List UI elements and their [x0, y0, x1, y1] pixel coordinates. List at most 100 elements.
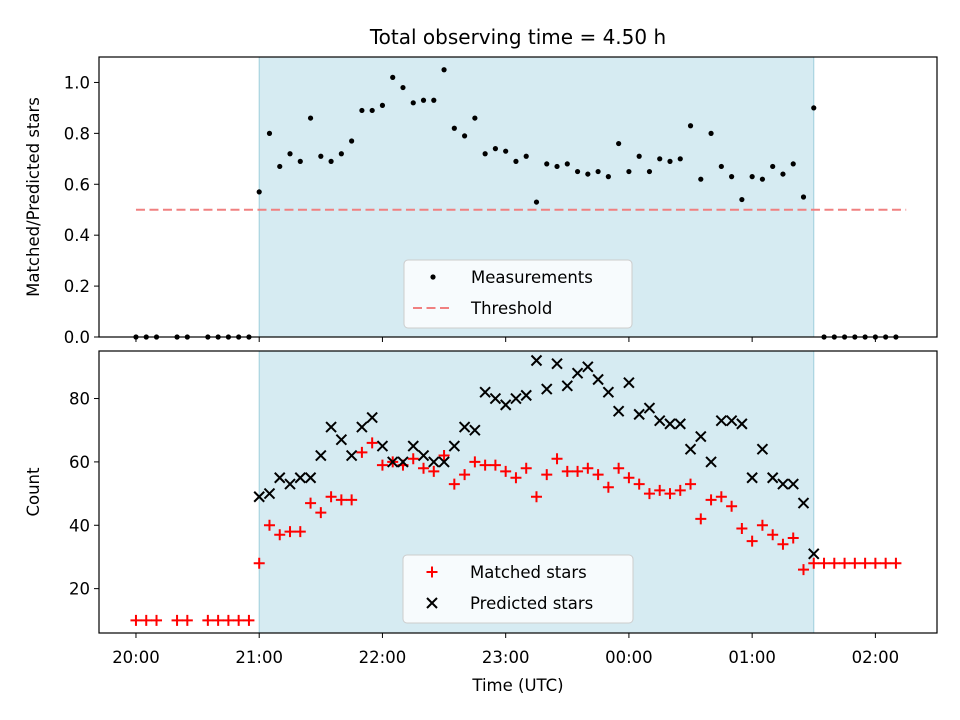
data-point: [523, 153, 529, 159]
y-axis-label: Matched/Predicted stars: [24, 97, 43, 297]
matched-point: [510, 472, 522, 484]
matched-point: [880, 557, 892, 569]
predicted-point: [510, 392, 522, 405]
axes-frame: [98, 56, 938, 338]
data-point: [513, 158, 519, 164]
y-tick-label: 60: [69, 453, 90, 472]
matched-point: [654, 484, 666, 496]
data-point: [400, 84, 406, 91]
matched-point: [171, 614, 183, 626]
legend-label: Measurements: [471, 268, 593, 287]
matched-point: [582, 462, 594, 474]
predicted-point: [479, 386, 491, 398]
data-point: [800, 194, 807, 200]
data-point: [574, 168, 581, 175]
matched-point: [797, 564, 809, 576]
matched-point: [613, 462, 625, 474]
matched-point: [253, 557, 265, 569]
predicted-point: [705, 456, 717, 468]
matched-point: [407, 453, 419, 465]
data-point: [729, 174, 735, 180]
data-point: [256, 189, 262, 195]
axes-frame: [98, 350, 938, 634]
matched-point: [695, 513, 707, 525]
matched-point: [489, 459, 501, 471]
data-point: [503, 148, 509, 154]
matched-point: [366, 437, 378, 449]
legend-label: Threshold: [470, 299, 552, 318]
matched-point: [294, 526, 306, 538]
matched-point: [551, 453, 563, 465]
predicted-point: [766, 472, 779, 484]
chart-title: Total observing time = 4.50 h: [369, 25, 666, 49]
data-point: [492, 146, 499, 152]
data-point: [349, 138, 355, 144]
matched-point: [685, 478, 697, 490]
data-point: [451, 125, 457, 131]
predicted-point: [674, 418, 686, 430]
predicted-point: [315, 449, 327, 462]
predicted-point: [253, 491, 265, 503]
predicted-point: [715, 415, 728, 427]
matched-point: [479, 459, 491, 471]
matched-point: [233, 614, 245, 626]
data-point: [441, 67, 447, 73]
data-point: [554, 163, 560, 170]
matched-point: [325, 491, 337, 503]
matched-point: [140, 614, 152, 626]
data-point: [759, 176, 766, 182]
legend-marker-matched: [426, 566, 438, 578]
data-point: [266, 130, 273, 136]
predicted-point: [695, 430, 707, 443]
matched-point: [623, 472, 635, 484]
data-point: [277, 163, 283, 170]
matched-point: [869, 557, 881, 569]
matched-point: [500, 465, 512, 477]
data-point: [533, 199, 540, 205]
matched-point: [787, 532, 799, 544]
predicted-point: [654, 415, 666, 427]
predicted-point: [633, 408, 645, 421]
y-axis-label: Count: [24, 467, 43, 517]
matched-point: [346, 494, 358, 506]
y-tick-label: 20: [69, 580, 90, 599]
data-point: [318, 153, 324, 159]
predicted-point: [469, 424, 481, 436]
data-point: [390, 74, 396, 80]
matched-point: [674, 484, 686, 496]
y-tick-label: 0.6: [64, 175, 90, 194]
predicted-point: [623, 376, 635, 389]
predicted-point: [520, 389, 532, 402]
predicted-point: [571, 367, 584, 379]
data-point: [307, 115, 314, 121]
predicted-point: [376, 440, 389, 452]
matched-point: [335, 494, 347, 506]
matched-point: [181, 614, 193, 626]
matched-point: [428, 465, 440, 477]
data-point: [410, 100, 416, 106]
data-point: [544, 161, 550, 167]
data-point: [585, 171, 591, 177]
predicted-point: [602, 386, 615, 398]
legend-label: Predicted stars: [470, 594, 593, 613]
matched-point: [130, 614, 142, 626]
predicted-point: [541, 383, 553, 395]
predicted-point: [736, 418, 748, 430]
matched-point: [756, 519, 768, 531]
data-point: [770, 163, 776, 170]
predicted-point: [582, 361, 594, 373]
data-point: [359, 107, 365, 114]
data-point: [790, 161, 796, 167]
matched-point: [828, 557, 840, 569]
data-point: [718, 163, 724, 170]
predicted-point: [428, 456, 440, 468]
predicted-point: [777, 478, 789, 490]
data-point: [338, 151, 344, 157]
y-tick-label: 1.0: [64, 73, 90, 92]
predicted-point: [345, 449, 358, 462]
x-tick-label: 00:00: [605, 648, 653, 667]
predicted-point: [448, 440, 461, 452]
matched-point: [767, 529, 779, 541]
data-point: [626, 168, 632, 175]
